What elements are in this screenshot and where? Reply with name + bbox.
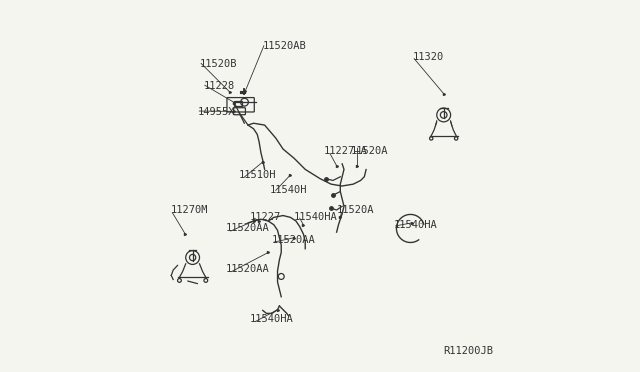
Text: 11227: 11227	[250, 212, 281, 222]
Text: 11540HA: 11540HA	[394, 220, 438, 230]
Text: 11520AA: 11520AA	[226, 224, 269, 234]
Text: 11520B: 11520B	[200, 59, 237, 69]
Bar	[234, 101, 243, 106]
Text: R11200JB: R11200JB	[444, 346, 493, 356]
Text: 11520A: 11520A	[337, 205, 374, 215]
Text: 11227+A: 11227+A	[324, 146, 367, 156]
Text: 11540HA: 11540HA	[250, 314, 294, 324]
Text: 11520A: 11520A	[350, 146, 388, 156]
Text: 11540H: 11540H	[270, 185, 308, 195]
Text: 11540HA: 11540HA	[294, 212, 338, 222]
Text: 11520AA: 11520AA	[272, 234, 316, 244]
Text: 11520AA: 11520AA	[226, 264, 269, 274]
Text: 11270M: 11270M	[170, 205, 208, 215]
Text: 11320: 11320	[412, 52, 444, 62]
Text: 14955X: 14955X	[198, 107, 236, 117]
Text: 11510H: 11510H	[239, 170, 276, 180]
Text: 11228: 11228	[204, 81, 235, 91]
Text: 11520AB: 11520AB	[263, 41, 307, 51]
